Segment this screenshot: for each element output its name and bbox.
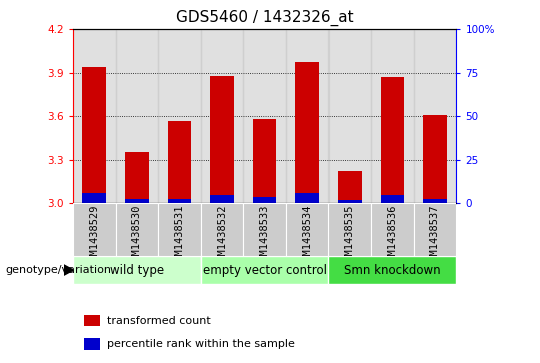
Text: GSM1438529: GSM1438529 bbox=[89, 205, 99, 268]
Bar bbox=[253, 119, 276, 203]
Bar bbox=[328, 29, 371, 203]
Bar bbox=[73, 257, 201, 284]
Bar bbox=[73, 29, 116, 203]
Bar bbox=[338, 200, 361, 203]
Bar bbox=[83, 193, 106, 203]
Text: GSM1438531: GSM1438531 bbox=[174, 205, 184, 268]
Bar bbox=[423, 199, 447, 203]
Text: percentile rank within the sample: percentile rank within the sample bbox=[107, 339, 295, 349]
Bar bbox=[286, 29, 328, 203]
Text: GSM1438532: GSM1438532 bbox=[217, 205, 227, 268]
Bar bbox=[381, 77, 404, 203]
Bar bbox=[116, 203, 158, 256]
Bar bbox=[338, 171, 361, 203]
Text: GSM1438536: GSM1438536 bbox=[387, 205, 397, 268]
Bar bbox=[125, 199, 148, 203]
Bar bbox=[83, 67, 106, 203]
Text: GSM1438534: GSM1438534 bbox=[302, 205, 312, 268]
Bar bbox=[381, 195, 404, 203]
Text: GSM1438530: GSM1438530 bbox=[132, 205, 142, 268]
Bar bbox=[201, 203, 244, 256]
Bar bbox=[125, 152, 148, 203]
Bar bbox=[371, 29, 414, 203]
Bar bbox=[210, 76, 234, 203]
Text: GSM1438533: GSM1438533 bbox=[260, 205, 269, 268]
Bar bbox=[201, 29, 244, 203]
Bar bbox=[414, 203, 456, 256]
Bar bbox=[423, 115, 447, 203]
Title: GDS5460 / 1432326_at: GDS5460 / 1432326_at bbox=[176, 10, 353, 26]
Bar bbox=[84, 315, 100, 326]
Bar bbox=[201, 257, 328, 284]
Text: wild type: wild type bbox=[110, 264, 164, 277]
Bar bbox=[286, 203, 328, 256]
Bar bbox=[328, 203, 371, 256]
Bar bbox=[84, 338, 100, 350]
Text: GSM1438537: GSM1438537 bbox=[430, 205, 440, 268]
Bar bbox=[158, 29, 201, 203]
Text: GSM1438535: GSM1438535 bbox=[345, 205, 355, 268]
Polygon shape bbox=[64, 265, 73, 275]
Bar bbox=[168, 121, 191, 203]
Bar bbox=[73, 203, 116, 256]
Bar bbox=[295, 62, 319, 203]
Bar bbox=[244, 29, 286, 203]
Text: empty vector control: empty vector control bbox=[202, 264, 327, 277]
Bar bbox=[158, 203, 201, 256]
Bar bbox=[210, 195, 234, 203]
Bar bbox=[168, 199, 191, 203]
Text: genotype/variation: genotype/variation bbox=[5, 265, 111, 276]
Bar bbox=[414, 29, 456, 203]
Bar bbox=[116, 29, 158, 203]
Bar bbox=[244, 203, 286, 256]
Bar bbox=[253, 197, 276, 203]
Bar bbox=[295, 193, 319, 203]
Bar bbox=[328, 257, 456, 284]
Text: Smn knockdown: Smn knockdown bbox=[344, 264, 441, 277]
Bar bbox=[371, 203, 414, 256]
Text: transformed count: transformed count bbox=[107, 316, 211, 326]
